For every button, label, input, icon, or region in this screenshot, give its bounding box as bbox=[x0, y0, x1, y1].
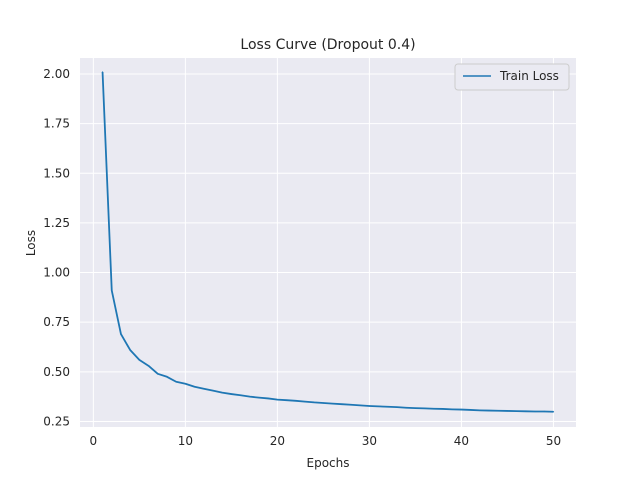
data-point bbox=[506, 410, 509, 412]
data-point bbox=[424, 407, 426, 409]
data-point bbox=[221, 392, 223, 394]
data-point bbox=[543, 410, 545, 413]
data-point bbox=[230, 393, 232, 395]
data-point bbox=[368, 405, 371, 407]
y-tick-label: 0.25 bbox=[43, 414, 70, 428]
data-point bbox=[147, 365, 150, 367]
series-line-train-loss bbox=[101, 71, 554, 413]
legend-label: Train Loss bbox=[499, 69, 559, 83]
data-point bbox=[442, 408, 444, 410]
chart-title: Loss Curve (Dropout 0.4) bbox=[240, 37, 415, 53]
data-point bbox=[184, 383, 186, 385]
x-tick-label: 50 bbox=[546, 434, 561, 448]
data-point bbox=[111, 289, 113, 292]
data-point bbox=[378, 405, 380, 407]
grid-lines bbox=[80, 58, 576, 427]
data-point bbox=[203, 388, 205, 390]
data-point bbox=[193, 386, 196, 388]
x-axis-label: Epochs bbox=[307, 456, 350, 470]
data-point bbox=[451, 408, 453, 410]
data-point bbox=[101, 71, 104, 73]
data-point bbox=[285, 399, 288, 401]
data-point bbox=[322, 402, 324, 404]
data-point bbox=[120, 333, 122, 335]
x-tick-label: 30 bbox=[362, 434, 377, 448]
plot-background bbox=[80, 58, 576, 427]
data-point bbox=[460, 408, 463, 411]
x-tick-label: 10 bbox=[178, 434, 193, 448]
data-point bbox=[396, 406, 398, 408]
y-tick-label: 0.75 bbox=[43, 315, 70, 329]
y-tick-label: 0.50 bbox=[43, 365, 70, 379]
series-layer bbox=[101, 71, 555, 413]
data-point bbox=[304, 401, 306, 403]
data-point bbox=[313, 401, 315, 403]
data-point bbox=[414, 407, 417, 409]
legend: Train Loss bbox=[454, 63, 570, 91]
data-point bbox=[138, 359, 140, 361]
data-point bbox=[249, 396, 251, 398]
data-point bbox=[433, 408, 435, 410]
data-point bbox=[175, 381, 177, 383]
data-point bbox=[405, 407, 407, 409]
data-point bbox=[267, 397, 269, 400]
data-point bbox=[157, 373, 159, 375]
data-point bbox=[341, 403, 343, 405]
y-tick-label: 2.00 bbox=[43, 67, 70, 81]
data-point bbox=[516, 410, 518, 412]
data-point bbox=[212, 390, 214, 392]
y-tick-label: 1.75 bbox=[43, 117, 70, 131]
x-tick-label: 20 bbox=[270, 434, 285, 448]
data-point bbox=[552, 411, 555, 413]
data-point bbox=[332, 402, 334, 405]
data-point bbox=[276, 399, 278, 401]
data-point bbox=[525, 410, 527, 412]
x-tick-label: 0 bbox=[90, 434, 98, 448]
data-point bbox=[470, 409, 472, 411]
y-tick-label: 1.00 bbox=[43, 266, 70, 280]
y-tick-label: 1.50 bbox=[43, 166, 70, 180]
x-tick-labels: 0 10 20 30 40 50 bbox=[90, 434, 562, 448]
data-point bbox=[497, 410, 499, 412]
data-point bbox=[359, 404, 361, 406]
y-axis-label: Loss bbox=[24, 230, 38, 256]
data-point bbox=[387, 406, 389, 408]
data-point bbox=[129, 349, 131, 351]
data-point bbox=[488, 409, 490, 412]
data-point bbox=[258, 397, 260, 399]
data-point bbox=[295, 400, 297, 402]
x-tick-label: 40 bbox=[454, 434, 469, 448]
legend-box bbox=[454, 63, 570, 91]
data-point bbox=[534, 410, 536, 413]
data-point bbox=[350, 404, 352, 406]
data-point bbox=[479, 409, 481, 411]
y-tick-labels: 0.25 0.50 0.75 1.00 1.25 1.50 1.75 2.00 bbox=[43, 67, 70, 428]
data-point bbox=[166, 376, 168, 378]
y-tick-label: 1.25 bbox=[43, 216, 70, 230]
data-point bbox=[239, 394, 242, 396]
